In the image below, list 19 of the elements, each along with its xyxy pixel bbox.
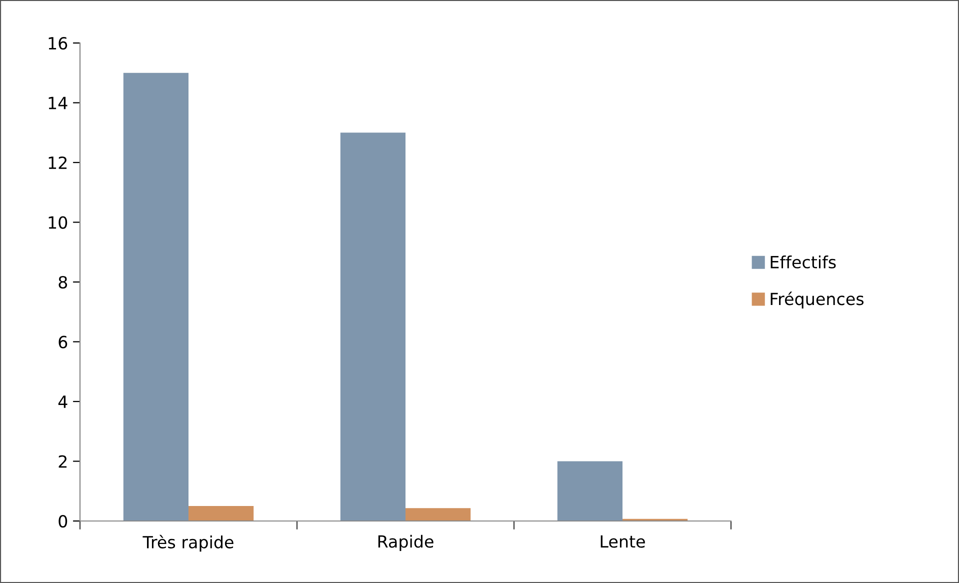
y-tick-label: 14	[48, 96, 68, 110]
bar	[340, 132, 406, 521]
legend-label: Fréquences	[770, 292, 864, 308]
legend-label: Effectifs	[770, 256, 836, 268]
bar	[557, 461, 622, 521]
y-tick-label: 0	[58, 514, 68, 528]
y-tick-label: 8	[58, 276, 68, 289]
x-tick-label: Lente	[600, 535, 645, 548]
x-tick-label: Très rapide	[142, 534, 234, 552]
y-tick-label: 4	[58, 396, 68, 408]
bar	[188, 506, 254, 521]
x-tick-label: Rapide	[378, 534, 434, 552]
y-tick-label: 12	[48, 156, 67, 169]
bar	[406, 508, 471, 521]
y-tick-label: 6	[58, 336, 68, 348]
y-tick-label: 10	[48, 216, 68, 229]
y-tick-label: 16	[48, 36, 68, 50]
bar	[123, 72, 188, 521]
y-tick-label: 2	[58, 455, 67, 468]
